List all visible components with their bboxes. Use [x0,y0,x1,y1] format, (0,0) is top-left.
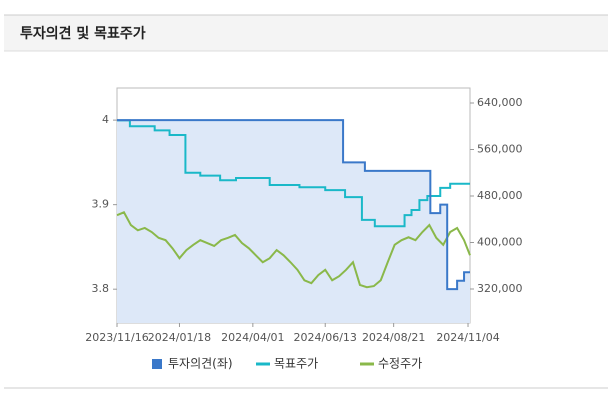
y2-tick-label: 320,000 [477,282,523,295]
header-bar [4,15,608,51]
y2-tick-label: 400,000 [477,235,523,248]
y-tick-label: 3.8 [92,282,110,295]
series-line [116,211,471,289]
x-tick-label: 2024/06/13 [294,331,357,344]
y-tick-label: 4 [102,113,109,126]
x-tick-label: 2024/08/21 [362,331,425,344]
header-title: 투자의견 및 목표주가 [20,25,146,42]
y2-tick-label: 640,000 [477,96,523,109]
x-tick-label: 2024/01/18 [148,331,211,344]
legend-label: 목표주가 [274,357,318,371]
series-line [117,119,470,228]
legend-swatch [152,359,162,369]
x-tick-label: 2024/04/01 [221,331,284,344]
x-tick-label: 2024/11/04 [436,331,499,344]
y2-tick-label: 480,000 [477,189,523,202]
legend-label: 투자의견(좌) [168,357,233,371]
y2-tick-label: 560,000 [477,142,523,155]
series-line [117,119,470,291]
y-tick-label: 3.9 [92,198,110,211]
x-tick-label: 2023/11/16 [85,331,148,344]
legend-label: 수정주가 [378,357,422,371]
